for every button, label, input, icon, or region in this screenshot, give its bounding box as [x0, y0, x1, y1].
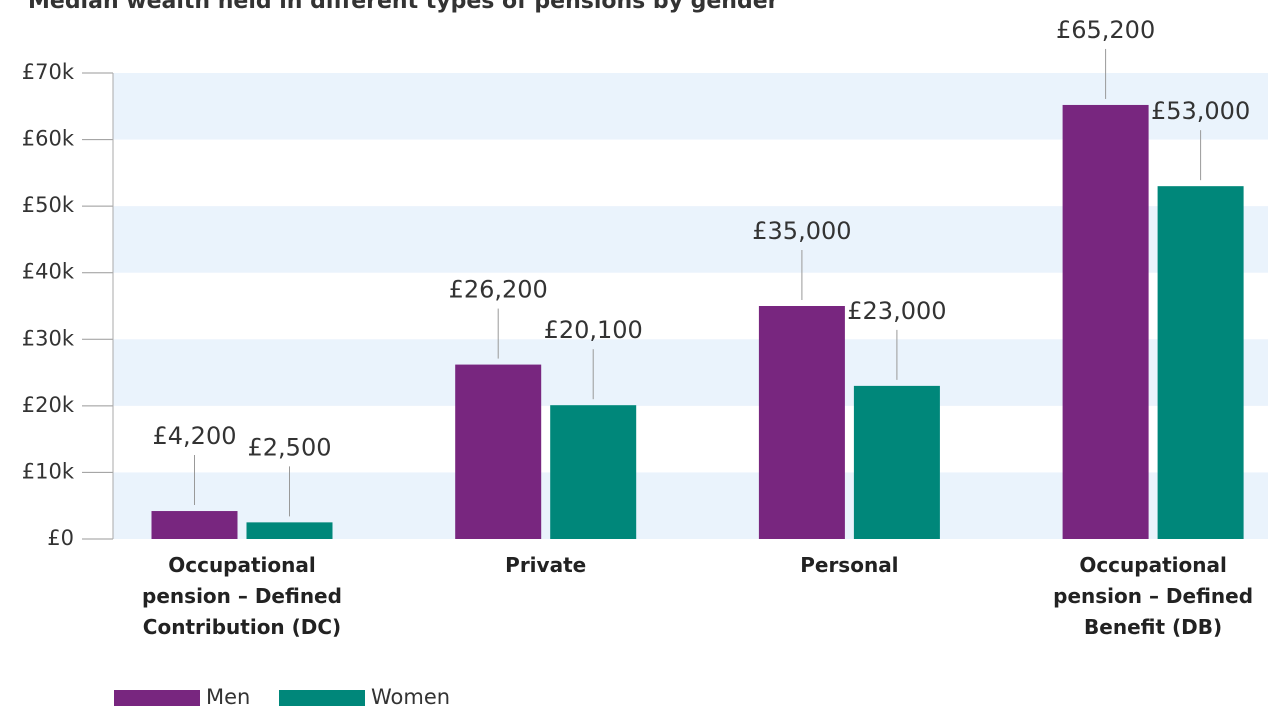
- value-label: £4,200: [153, 422, 237, 450]
- x-tick-label: Occupational pension – Defined Contribut…: [142, 553, 342, 639]
- legend-swatch: [114, 690, 200, 706]
- bar: [853, 385, 940, 539]
- legend-swatch: [279, 690, 365, 706]
- value-label: £35,000: [752, 217, 851, 245]
- value-label: £2,500: [248, 433, 332, 461]
- y-tick-label: £70k: [22, 60, 75, 84]
- value-label: £20,100: [544, 316, 643, 344]
- x-tick-label: Personal: [800, 553, 899, 577]
- legend-label: Women: [371, 685, 450, 709]
- y-tick-label: £40k: [22, 260, 75, 284]
- y-tick-label: £0: [47, 526, 74, 550]
- value-label: £53,000: [1151, 97, 1250, 125]
- legend-label: Men: [206, 685, 250, 709]
- x-tick-label: Private: [505, 553, 587, 577]
- value-label: £23,000: [847, 297, 946, 325]
- y-tick-label: £60k: [22, 127, 75, 151]
- bar: [758, 306, 845, 539]
- x-tick-label: Occupational pension – Defined Benefit (…: [1053, 553, 1254, 639]
- bar: [1062, 104, 1149, 539]
- bar: [1157, 186, 1244, 539]
- chart-title: Median wealth held in different types of…: [28, 0, 779, 14]
- bar: [550, 405, 637, 539]
- y-tick-label: £20k: [22, 393, 75, 417]
- y-tick-label: £10k: [22, 459, 75, 483]
- bar: [455, 364, 542, 539]
- y-tick-label: £30k: [22, 326, 75, 350]
- bar: [151, 511, 238, 539]
- bar: [246, 522, 333, 539]
- y-tick-label: £50k: [22, 193, 75, 217]
- value-label: £26,200: [449, 276, 548, 304]
- value-label: £65,200: [1056, 16, 1155, 44]
